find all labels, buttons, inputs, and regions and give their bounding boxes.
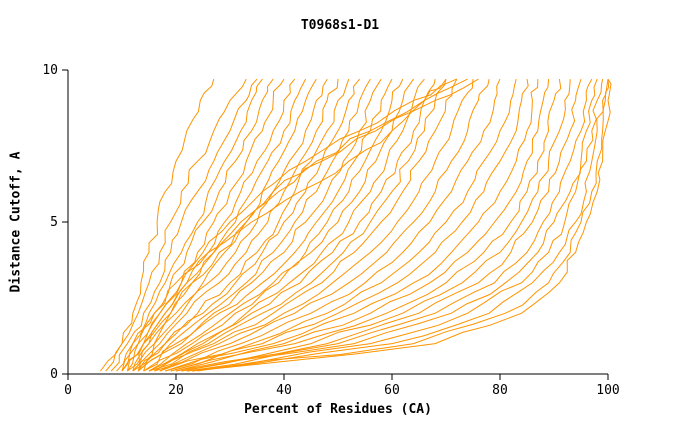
x-tick-label: 80 [492, 383, 508, 398]
series-line [148, 78, 447, 372]
y-tick-label: 10 [42, 63, 58, 78]
series-line [137, 78, 350, 372]
chart-title: T0968s1-D1 [300, 18, 380, 33]
y-tick-label: 0 [50, 367, 58, 382]
x-tick-label: 20 [168, 383, 184, 398]
series-line [165, 78, 501, 372]
series-line [148, 78, 404, 372]
series-line [127, 78, 328, 372]
series-line [105, 78, 215, 372]
series-line [132, 78, 457, 372]
series-line [181, 78, 598, 372]
series-line [121, 78, 307, 372]
series-line [159, 79, 474, 372]
series-line [192, 78, 612, 372]
series-line [159, 78, 517, 372]
series-line [137, 78, 393, 372]
series-line [137, 78, 468, 372]
y-tick-label: 5 [50, 215, 58, 230]
series-line [121, 78, 285, 372]
series-line [181, 79, 571, 372]
series-line [110, 78, 258, 372]
series-line [192, 79, 604, 372]
series-line [170, 79, 529, 372]
x-axis-label: Percent of Residues (CA) [244, 402, 432, 417]
series-line [143, 78, 479, 372]
x-tick-label: 60 [384, 383, 400, 398]
series-line [126, 78, 447, 372]
series-line [121, 78, 263, 372]
series-line [100, 78, 247, 372]
series-line [186, 78, 593, 372]
series-line [170, 79, 562, 372]
series-line [175, 78, 582, 372]
x-tick-label: 0 [64, 383, 72, 398]
series-line [154, 78, 436, 372]
series-line [137, 78, 371, 372]
series-line [175, 79, 550, 372]
series-line [154, 78, 490, 372]
x-tick-label: 100 [596, 383, 619, 398]
x-tick-label: 40 [276, 383, 292, 398]
series-line [132, 78, 317, 372]
series-line [154, 78, 458, 372]
series-line [132, 78, 360, 372]
series-line [143, 78, 415, 372]
series-line [116, 78, 274, 372]
series-line [143, 78, 382, 372]
series-line [197, 79, 610, 372]
series-line [165, 79, 539, 372]
series-line [132, 79, 339, 372]
series-line [186, 79, 609, 372]
